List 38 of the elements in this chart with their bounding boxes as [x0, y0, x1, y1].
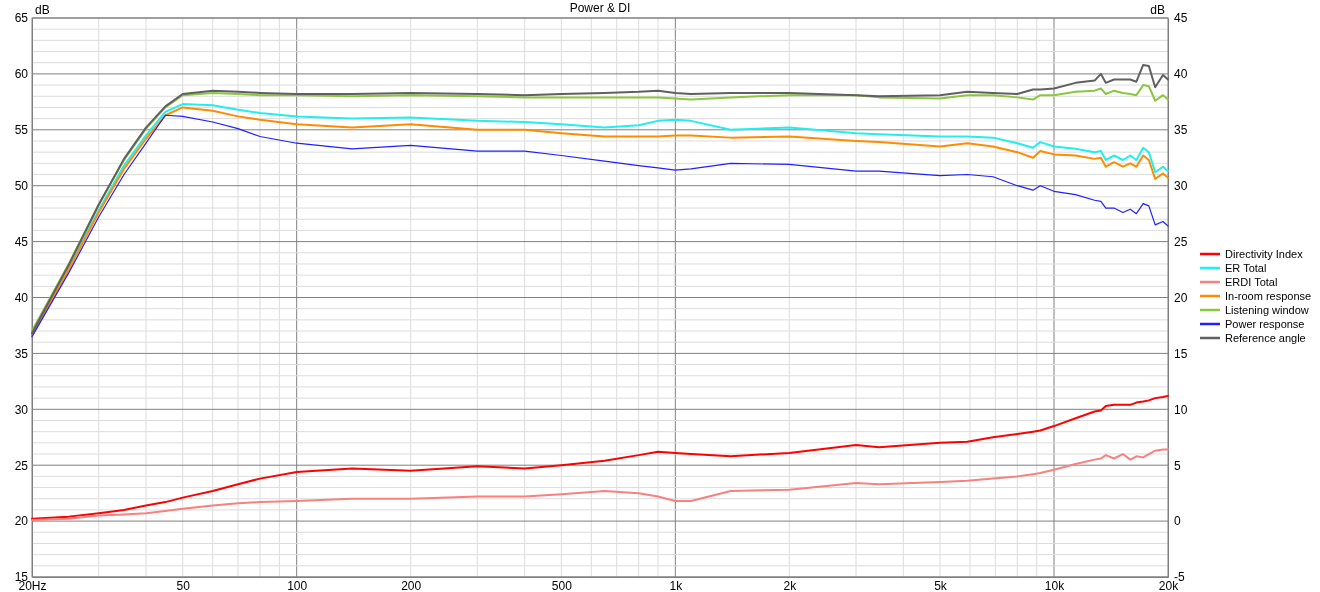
y-tick-label: 35 [14, 346, 29, 361]
y-tick-label: 60 [14, 67, 29, 82]
y-tick-label: 55 [14, 123, 29, 138]
y-tick-label: 65 [14, 11, 29, 26]
y2-tick-label: 5 [1174, 458, 1181, 473]
y2-tick-label: 40 [1174, 67, 1188, 82]
y2-axis-title: dB [1150, 3, 1165, 17]
legend-label: Listening window [1225, 304, 1309, 316]
x-tick-label: 500 [551, 578, 573, 592]
y-tick-label: 30 [14, 402, 29, 417]
y2-tick-label: 45 [1174, 11, 1188, 26]
y-tick-label: 45 [14, 234, 29, 249]
y2-tick-label: 15 [1174, 346, 1188, 361]
chart-title: Power & DI [569, 1, 631, 15]
x-tick-label: 1k [669, 578, 684, 592]
y-tick-label: 50 [14, 179, 29, 194]
y-tick-label: 25 [14, 458, 29, 473]
y2-tick-label: 25 [1174, 234, 1188, 249]
legend-label: ER Total [1225, 262, 1267, 274]
x-tick-label: 50 [176, 578, 191, 592]
legend-label: Power response [1225, 318, 1305, 330]
x-tick-label: 100 [287, 578, 308, 592]
legend-label: In-room response [1225, 290, 1312, 302]
y2-tick-label: 20 [1174, 290, 1188, 305]
legend-label: Reference angle [1225, 332, 1306, 344]
x-tick-label: 2k [783, 578, 798, 592]
y-tick-label: 20 [14, 514, 29, 529]
y2-tick-label: 10 [1174, 402, 1188, 417]
y2-tick-label: 35 [1174, 123, 1188, 138]
legend-label: ERDI Total [1225, 276, 1278, 288]
y2-tick-label: 0 [1174, 514, 1181, 529]
y-tick-label: 40 [14, 290, 29, 305]
x-tick-label: 200 [401, 578, 422, 592]
y2-tick-label: 30 [1174, 179, 1188, 194]
y-axis-title: dB [35, 3, 50, 17]
legend-label: Directivity Index [1225, 248, 1304, 260]
x-tick-label: 10k [1044, 578, 1066, 592]
x-tick-label: 5k [934, 578, 948, 592]
